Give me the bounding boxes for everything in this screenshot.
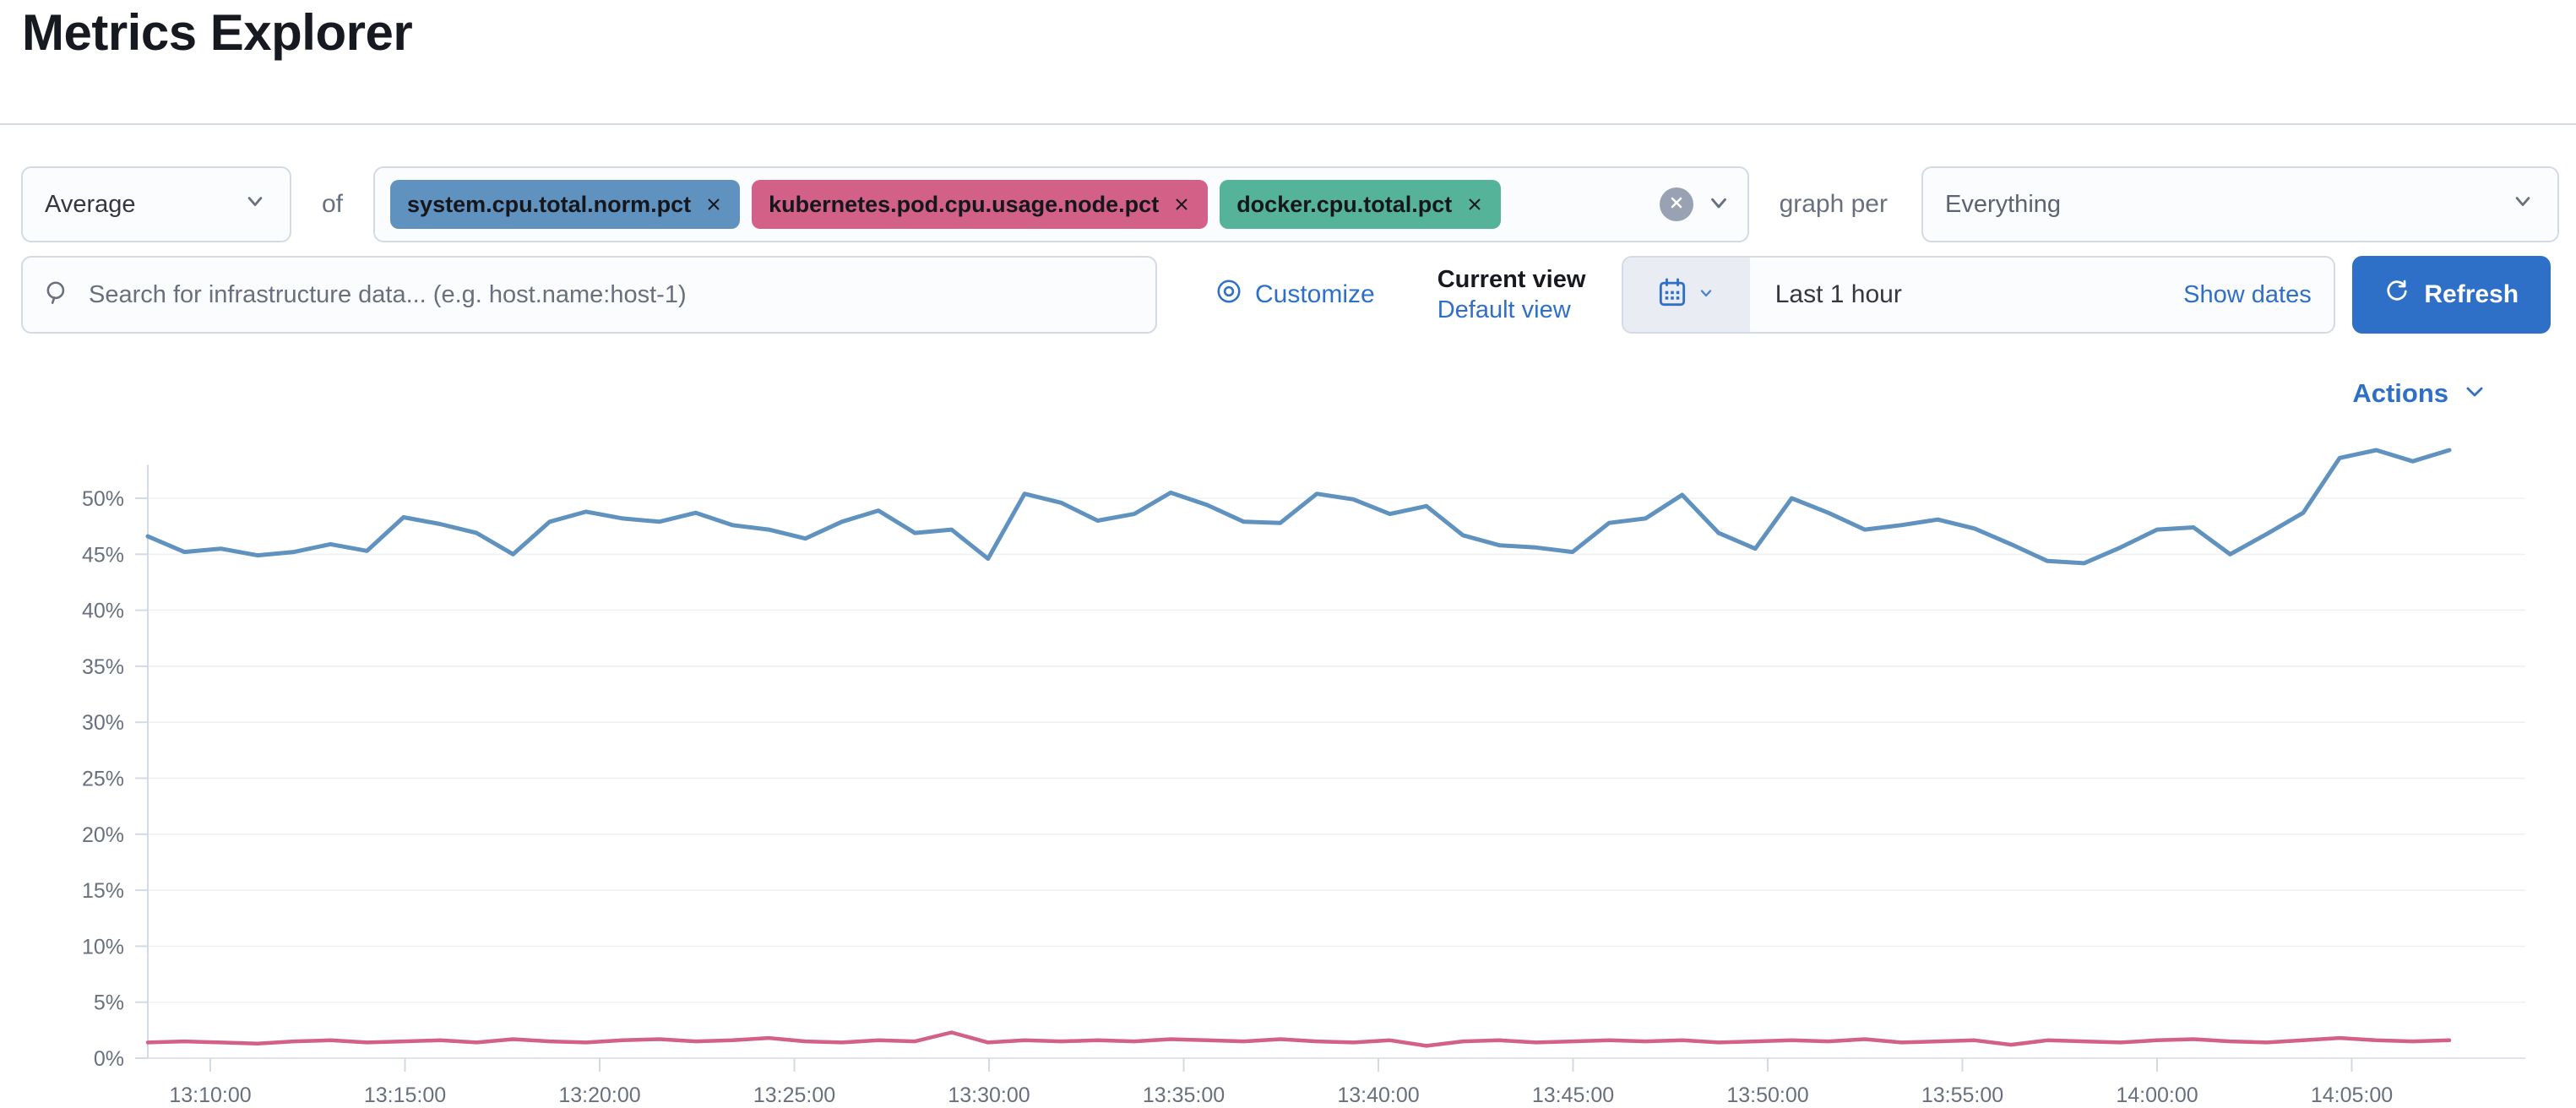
group-by-select[interactable]: Everything [1921, 166, 2559, 242]
aggregation-select[interactable]: Average [21, 166, 291, 242]
svg-text:14:00:00: 14:00:00 [2116, 1084, 2198, 1107]
clear-all-button[interactable] [1659, 187, 1693, 221]
time-picker[interactable]: Last 1 hour Show dates [1621, 256, 2335, 334]
metric-pill-label: kubernetes.pod.cpu.usage.node.pct [769, 191, 1160, 217]
calendar-menu-button[interactable] [1622, 258, 1750, 332]
svg-text:0%: 0% [94, 1047, 124, 1071]
actions-chevron-down-icon [2462, 379, 2487, 409]
svg-text:45%: 45% [82, 543, 124, 567]
of-label: of [322, 190, 344, 218]
chevron-down-icon [242, 188, 268, 220]
svg-text:13:35:00: 13:35:00 [1143, 1084, 1225, 1107]
page-title: Metrics Explorer [22, 4, 413, 61]
time-picker-chevron-icon [1695, 282, 1717, 308]
time-range-value[interactable]: Last 1 hour [1774, 280, 1902, 308]
svg-text:35%: 35% [82, 655, 124, 679]
svg-text:40%: 40% [82, 600, 124, 623]
svg-text:13:10:00: 13:10:00 [169, 1084, 251, 1107]
actions-menu-button[interactable]: Actions [2352, 378, 2487, 409]
view-switcher: Current view Default view [1437, 264, 1603, 326]
customize-label: Customize [1255, 280, 1375, 308]
metric-pill[interactable]: docker.cpu.total.pct [1220, 180, 1502, 229]
pill-remove-icon[interactable] [1172, 195, 1191, 214]
search-toolbar: Customize Current view Default view [21, 256, 2559, 334]
svg-text:14:05:00: 14:05:00 [2311, 1084, 2393, 1107]
search-icon [43, 279, 72, 312]
group-by-value: Everything [1945, 190, 2062, 218]
metrics-chart[interactable]: 0% 5% 10% 15% 20% 25% 30% 35% 40% 45% 50% 13:10:00 1… [0, 432, 2576, 1108]
svg-text:13:25:00: 13:25:00 [753, 1084, 835, 1107]
svg-text:13:45:00: 13:45:00 [1532, 1084, 1614, 1107]
customize-button[interactable]: Customize [1215, 277, 1375, 312]
refresh-icon [2383, 278, 2410, 312]
metrics-toolbar: Average of system.cpu.total.norm.pct kub… [21, 166, 2559, 242]
default-view-link[interactable]: Default view [1437, 296, 1571, 323]
svg-text:15%: 15% [82, 879, 124, 903]
combo-chevron-down-icon[interactable] [1705, 189, 1732, 220]
metric-combo-box[interactable]: system.cpu.total.norm.pct kubernetes.pod… [373, 166, 1749, 242]
pill-remove-icon[interactable] [704, 195, 723, 214]
svg-text:13:55:00: 13:55:00 [1921, 1084, 2003, 1107]
refresh-label: Refresh [2424, 280, 2519, 308]
graph-per-label: graph per [1779, 190, 1888, 218]
svg-text:25%: 25% [82, 768, 124, 791]
metric-pill-label: system.cpu.total.norm.pct [407, 191, 692, 217]
current-view-label: Current view [1437, 265, 1586, 293]
aggregation-value: Average [45, 190, 136, 218]
svg-text:50%: 50% [82, 487, 124, 511]
metric-pill[interactable]: system.cpu.total.norm.pct [390, 180, 741, 229]
svg-text:30%: 30% [82, 711, 124, 735]
calendar-icon [1656, 277, 1688, 313]
svg-text:5%: 5% [94, 991, 124, 1015]
x-circle-icon [1669, 195, 1684, 215]
header-divider [0, 123, 2576, 125]
search-input[interactable] [87, 280, 1135, 310]
svg-text:13:15:00: 13:15:00 [364, 1084, 446, 1107]
chevron-down-icon [2510, 188, 2535, 220]
metric-pill[interactable]: kubernetes.pod.cpu.usage.node.pct [752, 180, 1209, 229]
search-field[interactable] [21, 256, 1157, 334]
svg-text:13:40:00: 13:40:00 [1337, 1084, 1419, 1107]
actions-label: Actions [2352, 378, 2448, 408]
svg-text:20%: 20% [82, 823, 124, 847]
svg-text:10%: 10% [82, 935, 124, 959]
svg-text:13:30:00: 13:30:00 [948, 1084, 1030, 1107]
refresh-button[interactable]: Refresh [2351, 256, 2551, 334]
pill-remove-icon[interactable] [1465, 195, 1484, 214]
svg-text:13:50:00: 13:50:00 [1726, 1084, 1808, 1107]
metric-pill-label: docker.cpu.total.pct [1236, 191, 1453, 217]
show-dates-button[interactable]: Show dates [2183, 280, 2312, 308]
customize-target-icon [1215, 277, 1243, 312]
svg-text:13:20:00: 13:20:00 [558, 1084, 640, 1107]
